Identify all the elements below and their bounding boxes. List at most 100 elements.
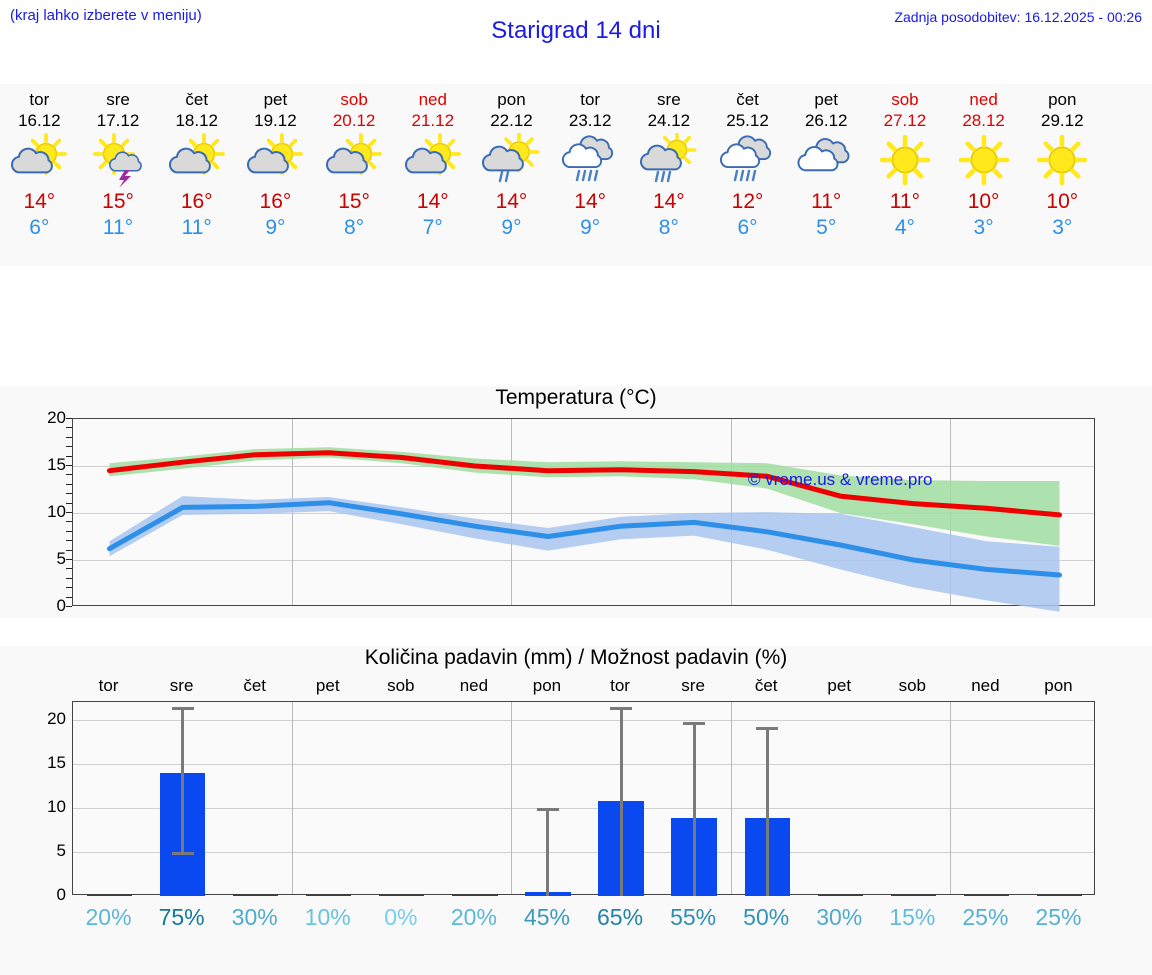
forecast-day-weekday: sre xyxy=(106,90,130,109)
forecast-day-max-temp: 14° xyxy=(652,190,685,213)
forecast-day-date: 20.12 xyxy=(332,111,376,130)
precipitation-bar[interactable] xyxy=(306,893,352,896)
forecast-day-weekday: čet xyxy=(185,90,209,109)
gridline xyxy=(73,763,1094,765)
forecast-day-max-temp: 11° xyxy=(811,190,842,213)
precipitation-probability-label: 0% xyxy=(384,904,418,930)
temperature-y-minor-tick xyxy=(66,446,72,448)
sun-behind-cloud-icon xyxy=(167,131,227,189)
forecast-day-4[interactable]: pet 19.12 16° 9° xyxy=(236,84,315,266)
forecast-day-6[interactable]: ned 21.12 14° 7° xyxy=(393,84,472,266)
page-title: Starigrad 14 dni xyxy=(491,17,661,44)
precipitation-day-label: sob xyxy=(387,676,415,695)
header-bar: (kraj lahko izberete v meniju) Starigrad… xyxy=(0,0,1152,60)
sun-cloud-light-rain-icon xyxy=(481,131,541,189)
precipitation-error-bar xyxy=(546,807,550,896)
precipitation-day-label: ned xyxy=(459,676,489,695)
gridline xyxy=(73,719,1094,721)
forecast-day-weekday: sre xyxy=(657,90,681,109)
forecast-day-max-temp: 16° xyxy=(180,190,213,213)
forecast-day-weekday: pet xyxy=(814,90,839,109)
forecast-day-min-temp: 8° xyxy=(658,216,679,239)
forecast-day-weekday: tor xyxy=(580,90,601,109)
precipitation-plot-area xyxy=(72,701,1095,896)
precipitation-chart-title: Količina padavin (mm) / Možnost padavin … xyxy=(364,646,788,669)
weather-icon-svg xyxy=(404,133,461,175)
forecast-day-max-temp: 11° xyxy=(889,190,920,213)
precipitation-error-bar xyxy=(619,707,623,896)
forecast-day-max-temp: 14° xyxy=(495,190,528,213)
precipitation-bar[interactable] xyxy=(817,893,863,896)
precipitation-probability-label: 15% xyxy=(889,904,936,930)
temperature-y-tick-label: 10 xyxy=(47,502,66,521)
forecast-day-5[interactable]: sob 20.12 15° 8° xyxy=(315,84,394,266)
precipitation-probability-label: 20% xyxy=(85,904,132,930)
forecast-day-max-temp: 15° xyxy=(338,190,370,213)
weather-icon-svg xyxy=(639,133,697,183)
precipitation-probability-label: 45% xyxy=(523,904,570,930)
cloud-rain-icon xyxy=(560,131,620,189)
temperature-y-minor-tick xyxy=(66,521,72,523)
forecast-day-13[interactable]: ned 28.12 10° 3° xyxy=(944,84,1023,266)
precipitation-probability-label: 10% xyxy=(304,904,351,930)
precipitation-bar[interactable] xyxy=(963,893,1010,896)
forecast-day-min-temp: 4° xyxy=(894,216,915,239)
precipitation-day-label: pon xyxy=(1044,676,1073,695)
temperature-y-minor-tick xyxy=(66,549,72,551)
forecast-day-1[interactable]: tor 16.12 14° 6° xyxy=(0,84,79,266)
precipitation-error-bar xyxy=(181,707,185,852)
forecast-day-weekday: pon xyxy=(497,90,526,109)
temperature-y-tick-label: 0 xyxy=(56,596,66,615)
precipitation-bar[interactable] xyxy=(379,893,425,896)
forecast-day-max-temp: 14° xyxy=(574,190,607,213)
weather-icon-svg xyxy=(797,138,850,172)
forecast-day-3[interactable]: čet 18.12 16° 11° xyxy=(157,84,236,266)
forecast-day-10[interactable]: čet 25.12 12° 6° xyxy=(708,84,787,266)
forecast-day-weekday: sob xyxy=(340,90,368,109)
forecast-day-2[interactable]: sre 17.12 15° 11° xyxy=(79,84,158,266)
sun-behind-cloud-icon xyxy=(324,131,384,189)
temperature-y-minor-tick xyxy=(66,465,72,466)
weather-icon-svg xyxy=(719,135,771,182)
forecast-day-min-temp: 11° xyxy=(181,216,212,239)
forecast-day-min-temp: 6° xyxy=(737,216,758,239)
forecast-day-min-temp: 9° xyxy=(501,216,522,239)
precipitation-bar[interactable] xyxy=(86,893,133,896)
precipitation-y-tick-label: 0 xyxy=(56,885,66,904)
copyright-watermark: © vreme.us & vreme.pro xyxy=(748,470,933,489)
forecast-day-7[interactable]: pon 22.12 14° 9° xyxy=(472,84,551,266)
gridline xyxy=(73,807,1094,809)
precipitation-error-bar-cap xyxy=(171,707,194,711)
sun-icon xyxy=(954,131,1014,189)
precipitation-bar[interactable] xyxy=(890,893,936,896)
forecast-day-8[interactable]: tor 23.12 14° 9° xyxy=(551,84,630,266)
precipitation-y-tick-label: 15 xyxy=(47,752,66,772)
forecast-day-9[interactable]: sre 24.12 14° 8° xyxy=(630,84,709,266)
precipitation-bar[interactable] xyxy=(452,893,498,896)
forecast-day-14[interactable]: pon 29.12 10° 3° xyxy=(1023,84,1102,266)
precipitation-day-label: čet xyxy=(754,676,778,695)
forecast-day-date: 19.12 xyxy=(254,111,297,130)
precipitation-y-tick-label: 5 xyxy=(56,840,66,860)
precipitation-day-label: tor xyxy=(98,676,119,695)
precipitation-day-label: pet xyxy=(315,676,340,695)
sun-behind-cloud-icon xyxy=(9,131,69,189)
cloud-icon xyxy=(796,131,856,189)
forecast-day-11[interactable]: pet 26.12 11° 5° xyxy=(787,84,866,266)
temperature-y-tick-label: 15 xyxy=(47,455,66,474)
forecast-day-12[interactable]: sob 27.12 11° 4° xyxy=(866,84,945,266)
cloud-rain-icon xyxy=(718,131,778,189)
weather-icon-svg xyxy=(168,133,225,175)
vertical-gridline xyxy=(949,702,951,894)
sun-icon xyxy=(875,131,935,189)
gridline xyxy=(73,560,1094,561)
forecast-day-min-temp: 9° xyxy=(580,216,601,239)
forecast-day-max-temp: 10° xyxy=(1046,190,1079,213)
vertical-gridline xyxy=(730,419,732,605)
sun-behind-cloud-icon xyxy=(245,131,305,189)
precipitation-probability-label: 30% xyxy=(816,904,863,930)
menu-hint: (kraj lahko izberete v meniju) xyxy=(10,7,202,24)
precipitation-bar[interactable] xyxy=(233,893,279,896)
sun-cloud-rain-icon xyxy=(639,131,699,189)
precipitation-bar[interactable] xyxy=(1036,893,1083,896)
